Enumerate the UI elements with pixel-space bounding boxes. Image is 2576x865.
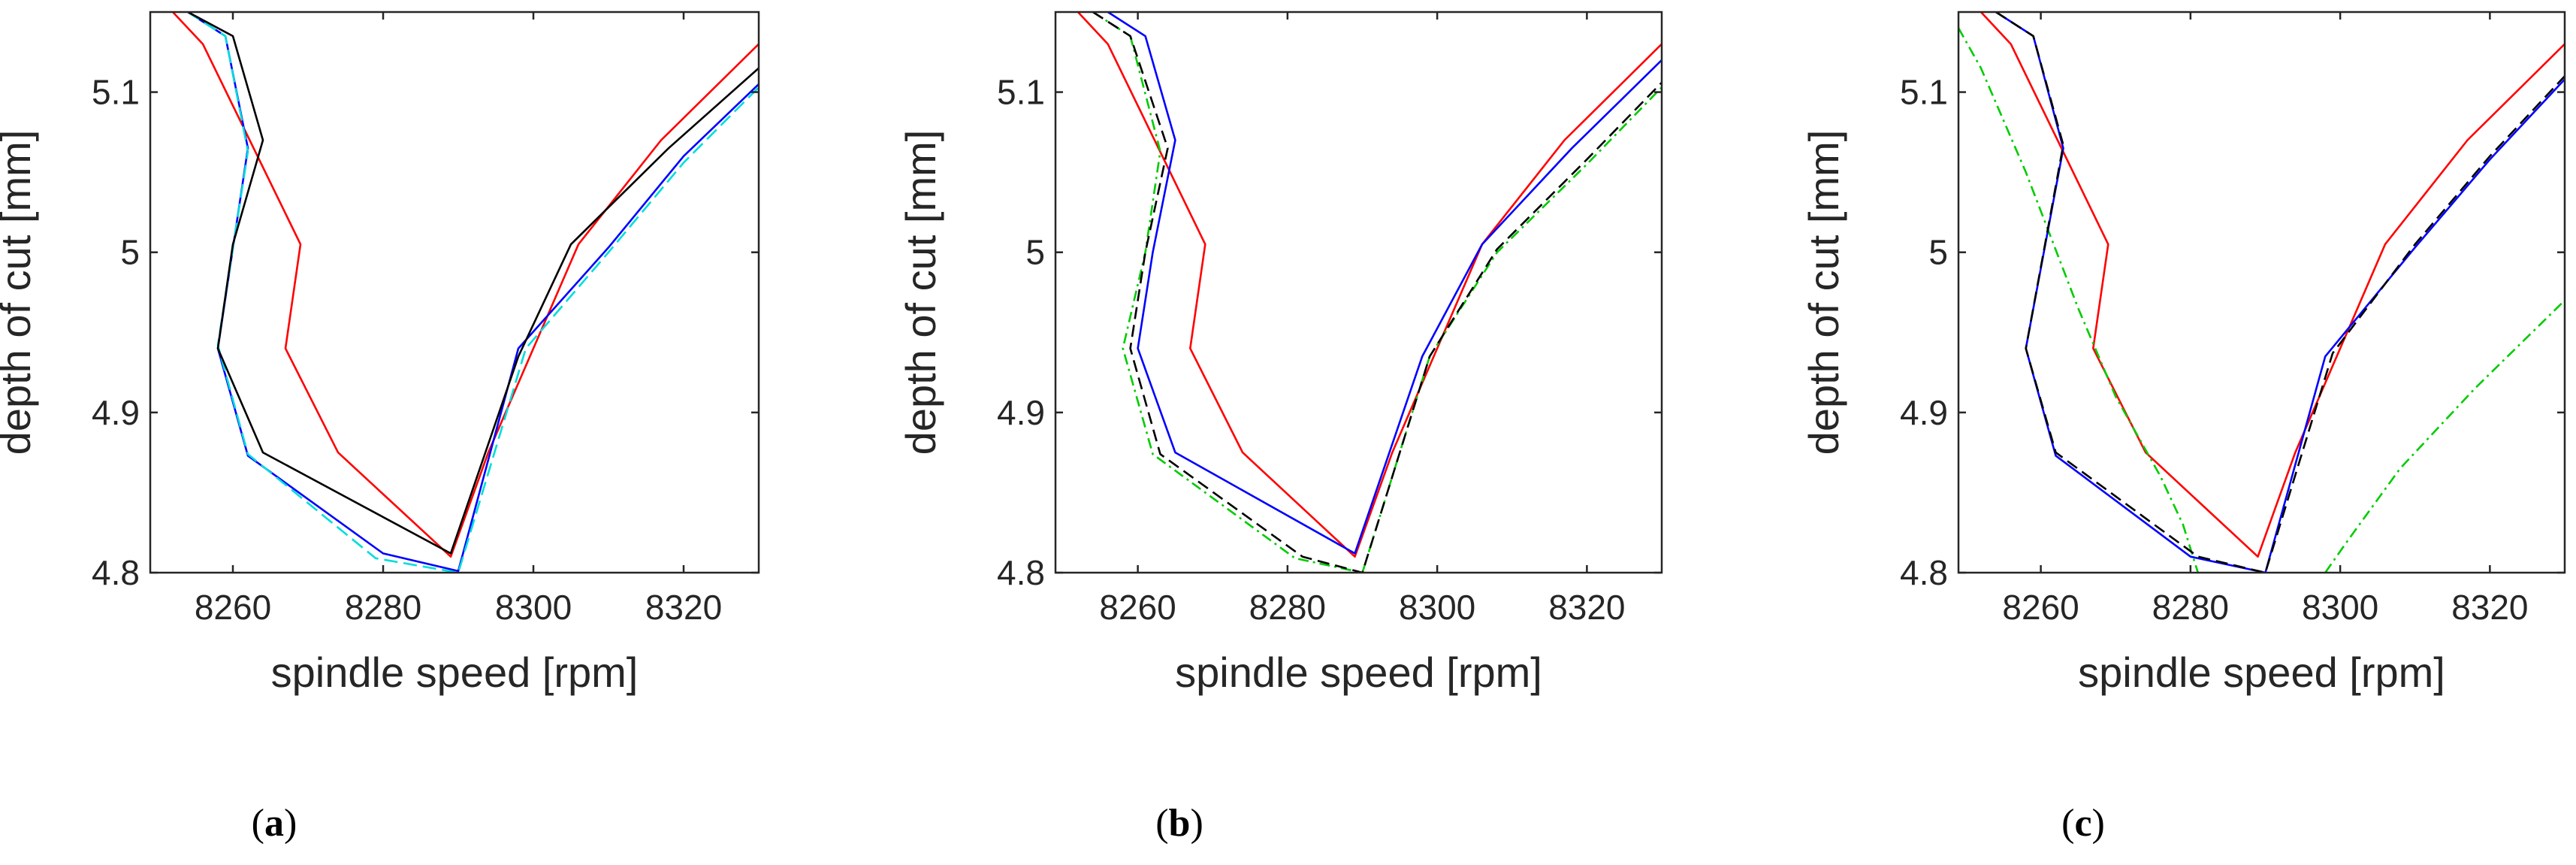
axes-box xyxy=(149,11,760,574)
series-line-green xyxy=(1958,27,2200,573)
series-line-green xyxy=(1092,12,1662,573)
y-tick-label: 4.8 xyxy=(997,553,1045,592)
chart-panel-c: 8260 8280 8300 8320 4.8 4.9 5 5.1 spindle speed … xyxy=(1800,11,2566,845)
x-tick-label: 8300 xyxy=(1399,588,1475,627)
series-line-blue xyxy=(1995,12,2565,573)
y-tick-label: 4.8 xyxy=(92,553,140,592)
y-tick-label: 5.1 xyxy=(92,73,140,112)
y-tick-label: 4.8 xyxy=(1900,553,1948,592)
y-tick-label: 5 xyxy=(1928,233,1948,272)
x-tick-label: 8300 xyxy=(495,588,572,627)
x-tick-label: 8320 xyxy=(645,588,722,627)
y-tick-label: 5 xyxy=(1025,233,1045,272)
y-tick-label: 4.9 xyxy=(997,393,1045,432)
panel-label: (a) xyxy=(252,802,297,845)
x-tick-label: 8280 xyxy=(345,588,421,627)
series-line-green-right xyxy=(2324,299,2565,573)
x-axis-label: spindle speed [rpm] xyxy=(1175,649,1542,696)
x-tick-label: 8320 xyxy=(2451,588,2528,627)
series-line-black xyxy=(1092,12,1662,573)
y-tick-label: 5.1 xyxy=(1900,73,1948,112)
panel-label: (b) xyxy=(1155,802,1203,845)
x-tick-label: 8260 xyxy=(1099,588,1176,627)
series-group xyxy=(172,12,759,573)
series-line-black xyxy=(187,12,759,555)
chart-panel-a: 8260 8280 8300 8320 4.8 4.9 5 5.1 spindle speed … xyxy=(0,11,760,845)
x-tick-label: 8280 xyxy=(2152,588,2229,627)
chart-panel-b: 8260 8280 8300 8320 4.8 4.9 5 5.1 spindle speed … xyxy=(897,11,1663,845)
x-tick-label: 8320 xyxy=(1548,588,1625,627)
axes-box xyxy=(1054,11,1663,574)
x-tick-label: 8300 xyxy=(2302,588,2378,627)
panel-label: (c) xyxy=(2061,802,2105,845)
x-axis-label: spindle speed [rpm] xyxy=(271,649,639,696)
x-axis-label: spindle speed [rpm] xyxy=(2078,649,2445,696)
series-line-red xyxy=(172,12,759,558)
y-tick-label: 5 xyxy=(120,233,140,272)
y-axis-label: depth of cut [mm] xyxy=(0,130,39,455)
y-tick-label: 5.1 xyxy=(997,73,1045,112)
y-tick-label: 4.9 xyxy=(92,393,140,432)
y-tick-label: 4.9 xyxy=(1900,393,1948,432)
series-line-red xyxy=(1980,12,2565,558)
y-axis-label: depth of cut [mm] xyxy=(1800,130,1847,455)
series-group xyxy=(1958,12,2565,573)
x-tick-label: 8260 xyxy=(2002,588,2079,627)
series-line-red xyxy=(1077,12,1662,558)
x-tick-label: 8280 xyxy=(1249,588,1326,627)
series-line-blue xyxy=(1107,12,1662,555)
y-axis-label: depth of cut [mm] xyxy=(897,130,944,455)
axes-box xyxy=(1957,11,2566,574)
x-tick-label: 8260 xyxy=(195,588,271,627)
series-group xyxy=(1077,12,1662,573)
series-line-black xyxy=(1995,12,2565,573)
series-line-cyan xyxy=(187,12,759,573)
